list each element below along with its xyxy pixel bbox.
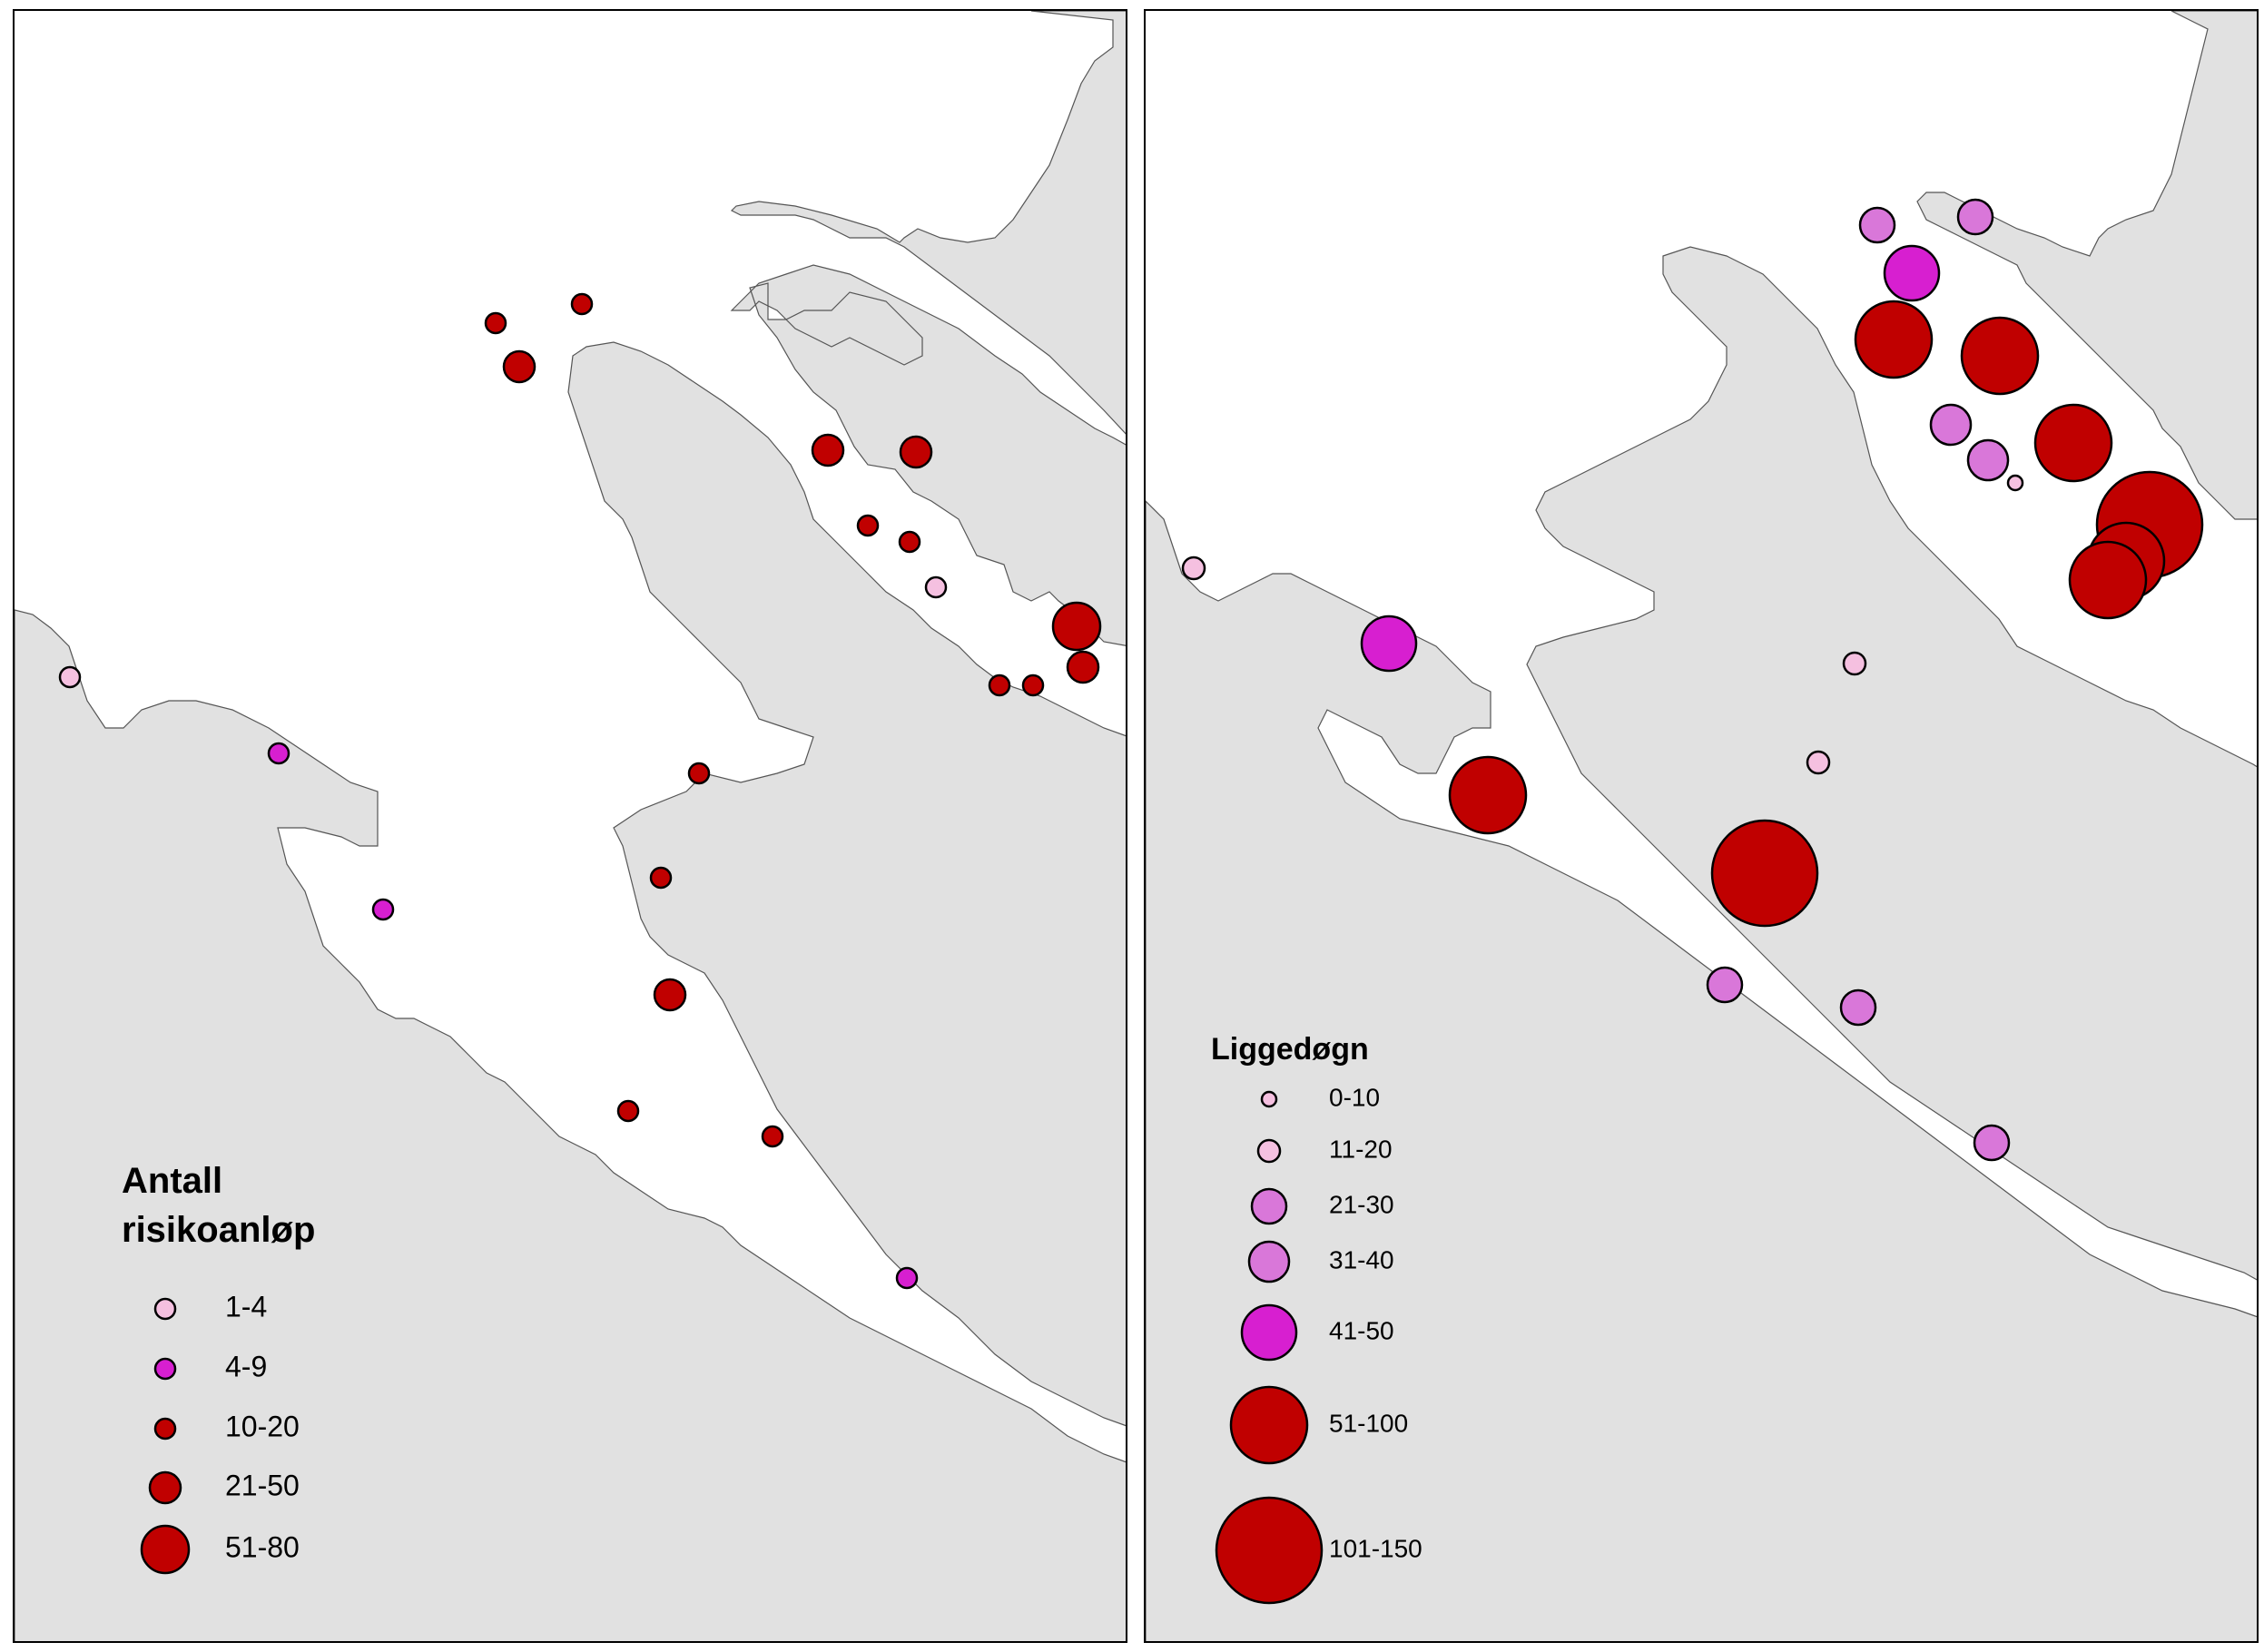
legend-label-21-30: 21-30 [1329, 1190, 1394, 1218]
map-symbol-31-40 [1966, 438, 2010, 482]
legend-label-51-80: 51-80 [225, 1530, 300, 1563]
map-symbol-10-20 [761, 1125, 784, 1148]
map-symbol-11-20 [1806, 750, 1831, 775]
map-symbol-10-20 [649, 866, 673, 890]
legend-label-21-50: 21-50 [225, 1469, 300, 1501]
legend-title: Liggedøgn [1211, 1029, 1369, 1069]
map-symbol-101-150 [1710, 819, 1819, 928]
map-symbol-21-30 [1706, 966, 1744, 1004]
legend-symbol-101-150 [1215, 1496, 1324, 1605]
legend-label-51-100: 51-100 [1329, 1409, 1408, 1437]
legend-title-line1: Antall [122, 1161, 223, 1201]
map-symbol-10-20 [484, 311, 507, 335]
map-symbol-10-20 [616, 1099, 640, 1123]
map-symbol-1-4 [58, 665, 82, 689]
land-northeast [730, 11, 1126, 646]
map-canvas-right: 0-10 11-20 21-30 31-40 41-50 51-100 101-150 [1146, 11, 2257, 1641]
map-symbol-0-10 [2006, 474, 2024, 492]
map-symbol-4-9 [267, 742, 290, 765]
legend-symbols: 0-10 11-20 21-30 31-40 41-50 51-100 101-150 [1215, 1083, 1422, 1605]
legend-label-41-50: 41-50 [1329, 1316, 1394, 1344]
map-symbol-41-50 [1883, 244, 1941, 302]
land-west [1146, 500, 2257, 1641]
map-symbol-21-50 [502, 349, 536, 384]
map-symbol-51-100 [2033, 403, 2113, 483]
map-panel-risikoanlop: 1-4 4-9 10-20 21-50 51-80 Antall risikoanløp [13, 9, 1127, 1643]
map-symbol-10-20 [570, 292, 594, 316]
land-west [15, 609, 1126, 1641]
map-canvas-left: 1-4 4-9 10-20 21-50 51-80 [15, 11, 1126, 1641]
map-symbol-21-50 [811, 433, 845, 467]
map-symbol-21-30 [1858, 206, 1896, 244]
map-symbol-51-100 [1448, 755, 1528, 835]
map-symbol-1-4 [924, 575, 948, 599]
map-symbol-31-40 [1929, 403, 1973, 447]
map-symbol-10-20 [988, 674, 1011, 697]
map-symbol-11-20 [1842, 651, 1867, 676]
legend-symbol-1-4 [153, 1297, 177, 1321]
legend-label-10-20: 10-20 [225, 1410, 300, 1442]
map-symbol-21-30 [1839, 988, 1877, 1027]
land-layer [15, 11, 1126, 1641]
legend-symbol-51-80 [140, 1524, 191, 1575]
symbol-layer [58, 292, 1102, 1290]
legend-label-101-150: 101-150 [1329, 1534, 1422, 1562]
legend-label-31-40: 31-40 [1329, 1245, 1394, 1273]
map-symbol-51-100 [2068, 540, 2148, 620]
legend-label-0-10: 0-10 [1329, 1083, 1380, 1111]
map-symbol-21-30 [1956, 198, 1994, 236]
legend-symbol-21-50 [148, 1470, 182, 1505]
symbol-layer [1181, 198, 2204, 1162]
map-symbol-21-50 [899, 435, 933, 469]
legend-symbol-31-40 [1247, 1240, 1291, 1283]
map-symbol-51-100 [1960, 316, 2040, 396]
legend-symbol-0-10 [1260, 1090, 1278, 1108]
map-symbol-10-20 [898, 530, 921, 554]
map-symbol-21-50 [653, 978, 687, 1012]
map-symbol-41-50 [1360, 615, 1418, 673]
map-symbol-51-80 [1051, 601, 1102, 652]
legend-title: Antall risikoanløp [122, 1156, 315, 1254]
legend-symbols: 1-4 4-9 10-20 21-50 51-80 [140, 1290, 300, 1575]
map-symbol-10-20 [856, 514, 880, 537]
legend-label-11-20: 11-20 [1329, 1135, 1393, 1163]
legend-label-1-4: 1-4 [225, 1290, 267, 1323]
legend-symbol-4-9 [153, 1357, 177, 1381]
legend-title-line2: risikoanløp [122, 1210, 316, 1250]
map-symbol-4-9 [371, 898, 395, 921]
map-symbol-4-9 [895, 1266, 919, 1290]
legend-symbol-51-100 [1229, 1385, 1309, 1465]
legend-symbol-21-30 [1250, 1187, 1288, 1225]
map-symbol-11-20 [1181, 556, 1206, 581]
land-northeast [1916, 11, 2257, 520]
map-symbol-21-50 [1066, 650, 1100, 684]
legend-title-line1: Liggedøgn [1211, 1032, 1369, 1067]
legend-symbol-11-20 [1256, 1138, 1282, 1164]
legend-label-4-9: 4-9 [225, 1350, 267, 1382]
map-symbol-51-100 [1854, 300, 1934, 379]
legend-symbol-41-50 [1240, 1303, 1298, 1362]
map-symbol-10-20 [687, 762, 711, 785]
map-panel-liggedogn: 0-10 11-20 21-30 31-40 41-50 51-100 101-150 Li… [1144, 9, 2259, 1643]
legend-symbol-10-20 [153, 1417, 177, 1441]
map-symbol-21-30 [1973, 1124, 2011, 1162]
land-layer [1146, 11, 2257, 1641]
map-symbol-10-20 [1021, 674, 1045, 697]
